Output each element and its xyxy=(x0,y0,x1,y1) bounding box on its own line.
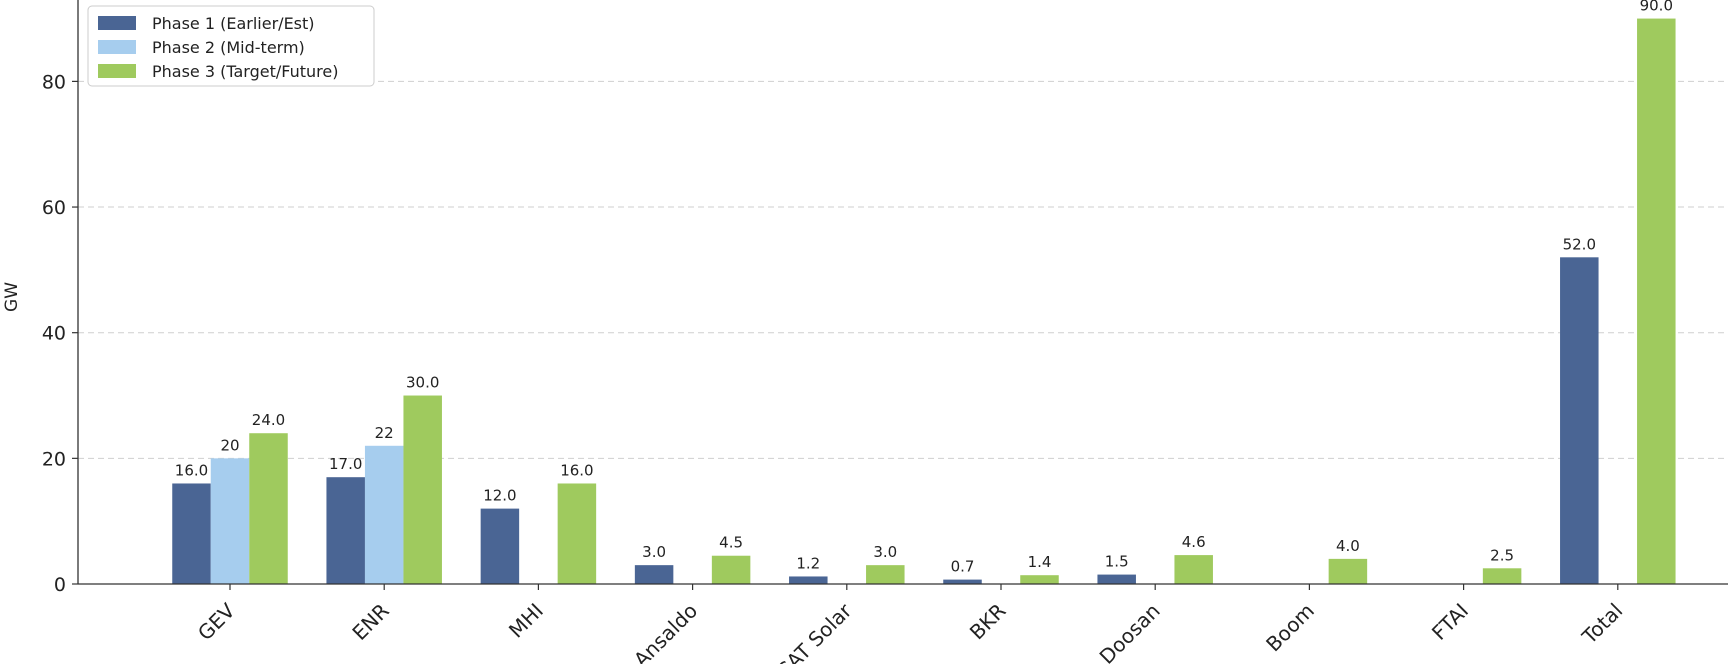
x-tick-label: Doosan xyxy=(1095,599,1165,664)
bar xyxy=(1482,568,1522,584)
bar xyxy=(249,433,288,584)
bar xyxy=(1328,558,1368,584)
bar xyxy=(1020,575,1059,584)
legend-swatch xyxy=(98,16,136,30)
data-label: 30.0 xyxy=(406,374,439,392)
y-tick-label: 20 xyxy=(42,448,66,470)
bar xyxy=(210,458,250,584)
data-label: 1.4 xyxy=(1028,553,1052,571)
x-tick-label: MHI xyxy=(504,599,548,643)
x-tick-label: CAT Solar xyxy=(772,598,857,664)
legend-swatch xyxy=(98,64,136,78)
data-label: 16.0 xyxy=(175,461,208,479)
bar xyxy=(172,483,211,584)
bar xyxy=(1560,257,1599,584)
bar xyxy=(866,565,905,584)
y-tick-label: 40 xyxy=(42,323,66,345)
bar xyxy=(326,477,365,584)
data-label: 17.0 xyxy=(329,455,362,473)
data-label: 16.0 xyxy=(560,461,593,479)
y-axis-title: GW xyxy=(2,282,22,312)
data-label: 90.0 xyxy=(1640,0,1673,15)
data-label: 12.0 xyxy=(483,487,516,505)
bar xyxy=(943,579,982,584)
legend-label: Phase 3 (Target/Future) xyxy=(152,62,338,81)
legend: Phase 1 (Earlier/Est) Phase 2 (Mid-term) P… xyxy=(87,5,375,87)
bar xyxy=(634,565,674,584)
data-label: 24.0 xyxy=(252,411,285,429)
legend-label: Phase 1 (Earlier/Est) xyxy=(152,14,315,33)
x-tick-label: ENR xyxy=(347,598,393,644)
data-labels: 16.0 20 24.0 17.0 22 30.0 12.0 16.0 3.0 4.5 1.2 3.0… xyxy=(175,0,1673,576)
legend-label: Phase 2 (Mid-term) xyxy=(152,38,305,57)
bar xyxy=(789,576,828,584)
x-tick-label: BKR xyxy=(965,598,1011,644)
legend-box xyxy=(87,5,375,87)
x-tick-label: GEV xyxy=(193,598,240,645)
x-tick-label: Ansaldo xyxy=(629,599,702,664)
bar xyxy=(403,395,442,584)
data-label: 4.5 xyxy=(719,534,743,552)
data-label: 1.5 xyxy=(1105,553,1129,571)
data-label: 52.0 xyxy=(1563,235,1596,253)
bar xyxy=(480,508,520,584)
data-label: 3.0 xyxy=(873,543,897,561)
data-label: 0.7 xyxy=(951,558,975,576)
y-tick-label: 80 xyxy=(42,71,66,93)
bar xyxy=(1097,574,1136,584)
bar xyxy=(711,555,751,584)
axes: 0 20 40 60 80 GEV ENR MHI Ansaldo CAT Solar BKR Doo… xyxy=(42,0,1728,668)
data-label: 22 xyxy=(375,424,394,442)
bar xyxy=(364,445,404,584)
y-tick-label: 60 xyxy=(42,197,66,219)
x-tick-label: Boom xyxy=(1261,599,1319,657)
bar xyxy=(1637,18,1676,584)
data-label: 4.6 xyxy=(1182,533,1206,551)
data-label: 1.2 xyxy=(796,554,820,572)
x-tick-label: FTAI xyxy=(1427,599,1473,645)
x-tick-label: Total xyxy=(1577,599,1628,650)
bar xyxy=(1174,555,1213,584)
bar xyxy=(557,483,597,584)
grid-lines xyxy=(78,80,1728,459)
y-tick-label: 0 xyxy=(54,574,66,596)
data-label: 20 xyxy=(220,436,239,454)
data-label: 4.0 xyxy=(1336,537,1360,555)
legend-swatch xyxy=(98,40,136,54)
data-label: 3.0 xyxy=(642,543,666,561)
bars xyxy=(172,18,1676,584)
data-label: 2.5 xyxy=(1490,546,1514,564)
